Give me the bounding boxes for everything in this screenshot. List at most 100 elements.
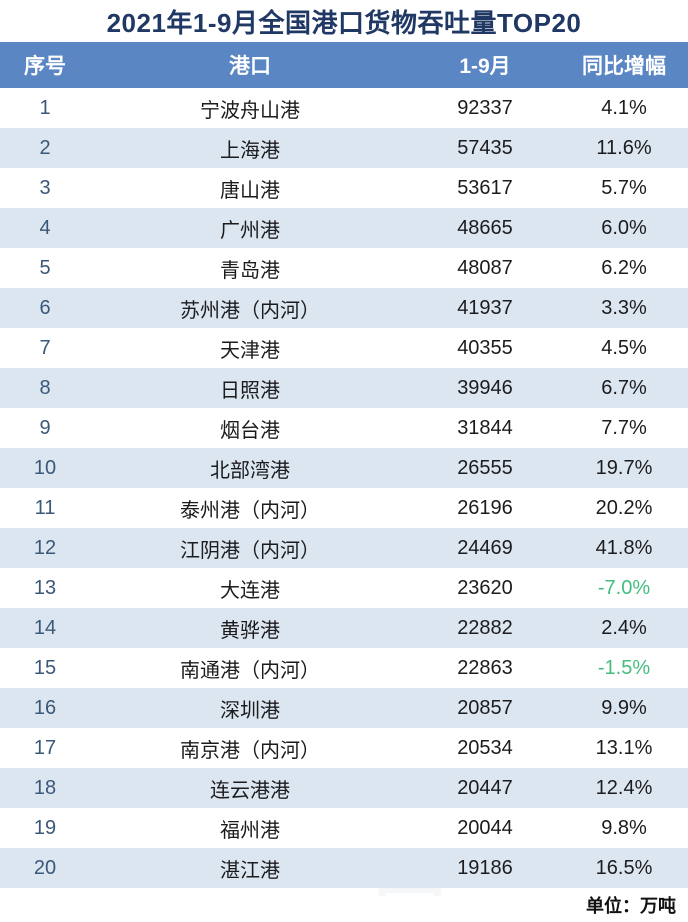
cell-value: 41937 <box>457 296 513 319</box>
cell-rank: 15 <box>33 656 57 679</box>
cell-growth: 16.5% <box>595 856 653 879</box>
cell-growth: 19.7% <box>595 456 653 479</box>
cell-value: 23620 <box>457 576 513 599</box>
cell-growth: -7.0% <box>597 576 651 599</box>
cell-value: 24469 <box>457 536 513 559</box>
cell-value: 20857 <box>457 696 513 719</box>
cell-growth: -1.5% <box>597 656 651 679</box>
cell-port: 宁波舟山港 <box>200 99 300 122</box>
table-row: 19 福州港 20044 9.8% <box>0 808 688 848</box>
column-header-value: 1-9月 <box>459 55 511 78</box>
cell-rank: 18 <box>33 776 57 799</box>
cell-growth: 20.2% <box>595 496 653 519</box>
cell-port: 广州港 <box>220 219 280 242</box>
table-row: 4 广州港 48665 6.0% <box>0 208 688 248</box>
cell-rank: 14 <box>33 616 57 639</box>
cell-value: 26555 <box>457 456 513 479</box>
cell-value: 22863 <box>457 656 513 679</box>
table-row: 17 南京港（内河） 20534 13.1% <box>0 728 688 768</box>
table-row: 15 南通港（内河） 22863 -1.5% <box>0 648 688 688</box>
cell-growth: 3.3% <box>601 296 647 319</box>
cell-rank: 6 <box>39 296 51 319</box>
page-title: 2021年1-9月全国港口货物吞吐量TOP20 <box>106 7 582 38</box>
cell-value: 19186 <box>457 856 513 879</box>
cell-rank: 12 <box>33 536 57 559</box>
cell-port: 连云港港 <box>210 779 290 802</box>
cell-rank: 1 <box>39 96 51 119</box>
cell-value: 48665 <box>457 216 513 239</box>
cell-rank: 2 <box>39 136 51 159</box>
cell-port: 天津港 <box>220 339 280 362</box>
cell-value: 53617 <box>457 176 513 199</box>
cell-growth: 2.4% <box>601 616 647 639</box>
cell-port: 烟台港 <box>220 419 280 442</box>
table-header-row: 序号 港口 1-9月 同比增幅 <box>0 42 688 88</box>
cell-port: 唐山港 <box>220 179 280 202</box>
cell-port: 上海港 <box>220 139 280 162</box>
cell-port: 南京港（内河） <box>180 739 320 762</box>
table-row: 18 连云港港 20447 12.4% <box>0 768 688 808</box>
cell-port: 深圳港 <box>220 699 280 722</box>
cell-rank: 8 <box>39 376 51 399</box>
cell-port: 青岛港 <box>220 259 280 282</box>
cell-port: 福州港 <box>220 819 280 842</box>
table-row: 20 湛江港 19186 16.5% <box>0 848 688 888</box>
cell-port: 南通港（内河） <box>180 659 320 682</box>
table-row: 3 唐山港 53617 5.7% <box>0 168 688 208</box>
cell-port: 北部湾港 <box>210 459 290 482</box>
cell-rank: 20 <box>33 856 57 879</box>
column-header-rank: 序号 <box>24 55 66 78</box>
cell-rank: 3 <box>39 176 51 199</box>
column-header-growth: 同比增幅 <box>582 55 666 78</box>
table-row: 12 江阴港（内河） 24469 41.8% <box>0 528 688 568</box>
cell-value: 22882 <box>457 616 513 639</box>
cell-rank: 11 <box>34 496 56 519</box>
cell-growth: 9.8% <box>601 816 647 839</box>
cell-growth: 41.8% <box>595 536 653 559</box>
table-row: 11 泰州港（内河） 26196 20.2% <box>0 488 688 528</box>
cell-value: 20534 <box>457 736 513 759</box>
cell-growth: 13.1% <box>595 736 653 759</box>
cell-port: 黄骅港 <box>220 619 280 642</box>
cell-rank: 7 <box>39 336 51 359</box>
cell-rank: 17 <box>33 736 57 759</box>
table-row: 1 宁波舟山港 92337 4.1% <box>0 88 688 128</box>
cell-growth: 11.6% <box>596 136 652 159</box>
footer-band: 单位：万吨 <box>0 888 688 922</box>
cell-growth: 6.0% <box>601 216 647 239</box>
cell-value: 20447 <box>457 776 513 799</box>
cell-growth: 9.9% <box>601 696 647 719</box>
cell-rank: 10 <box>33 456 57 479</box>
cell-value: 40355 <box>457 336 513 359</box>
cell-value: 92337 <box>457 96 513 119</box>
cell-port: 日照港 <box>220 379 280 402</box>
table-row: 8 日照港 39946 6.7% <box>0 368 688 408</box>
table-row: 16 深圳港 20857 9.9% <box>0 688 688 728</box>
cell-value: 26196 <box>457 496 513 519</box>
column-header-port: 港口 <box>229 55 271 78</box>
table-row: 6 苏州港（内河） 41937 3.3% <box>0 288 688 328</box>
unit-note: 单位：万吨 <box>586 896 676 916</box>
table-row: 10 北部湾港 26555 19.7% <box>0 448 688 488</box>
cell-port: 江阴港（内河） <box>180 539 320 562</box>
cell-value: 39946 <box>457 376 513 399</box>
cell-rank: 4 <box>39 216 51 239</box>
cell-growth: 5.7% <box>601 176 647 199</box>
cell-growth: 4.1% <box>601 96 647 119</box>
table-row: 5 青岛港 48087 6.2% <box>0 248 688 288</box>
cell-port: 苏州港（内河） <box>180 299 320 322</box>
cell-growth: 12.4% <box>595 776 653 799</box>
title-band: 2021年1-9月全国港口货物吞吐量TOP20 <box>0 0 688 42</box>
cell-rank: 5 <box>39 256 51 279</box>
cell-rank: 9 <box>39 416 51 439</box>
cell-value: 20044 <box>457 816 513 839</box>
cell-growth: 6.2% <box>601 256 647 279</box>
table-row: 7 天津港 40355 4.5% <box>0 328 688 368</box>
cell-rank: 16 <box>33 696 57 719</box>
cell-value: 57435 <box>457 136 513 159</box>
table-body: 1 宁波舟山港 92337 4.1% 2 上海港 57435 11.6% 3 唐山港 53617 5.… <box>0 88 688 888</box>
table-row: 2 上海港 57435 11.6% <box>0 128 688 168</box>
table-row: 13 大连港 23620 -7.0% <box>0 568 688 608</box>
cell-port: 泰州港（内河） <box>180 499 320 522</box>
cell-growth: 7.7% <box>601 416 647 439</box>
